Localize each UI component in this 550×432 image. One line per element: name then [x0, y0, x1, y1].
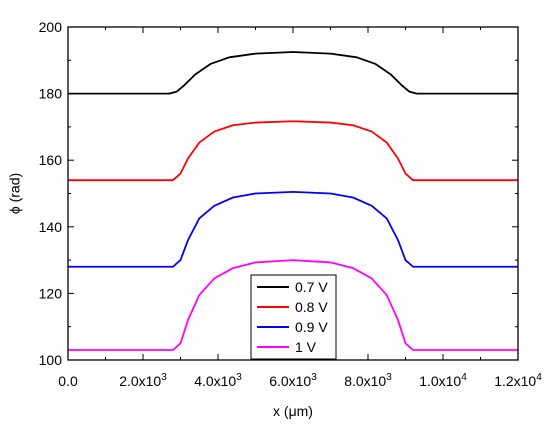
y-tick-label: 100	[39, 352, 63, 368]
x-tick-label: 0.0	[58, 373, 78, 389]
y-tick-label: 140	[39, 219, 63, 235]
y-tick-label: 160	[39, 152, 63, 168]
x-tick-label: 1.0x104	[419, 372, 467, 389]
series-line-0	[68, 51, 518, 95]
series-layer	[68, 51, 518, 351]
x-tick-label: 1.2x104	[494, 372, 542, 389]
series-line-3	[68, 259, 518, 351]
x-tick-label: 2.0x103	[119, 372, 167, 389]
legend: 0.7 V 0.8 V 0.9 V 1 V	[250, 274, 337, 360]
series-line-1	[68, 120, 518, 182]
legend-label: 0.8 V	[295, 299, 328, 315]
legend-label: 0.9 V	[295, 319, 328, 335]
series-line-2	[68, 190, 518, 268]
x-tick-label: 4.0x103	[194, 372, 242, 389]
ticks-layer: 100 120 140 160 180 200 0.0 2.0x103 4.0x103 6.0x1…	[39, 19, 543, 389]
y-tick-label: 180	[39, 86, 63, 102]
x-tick-label: 8.0x103	[344, 372, 392, 389]
y-tick-label: 120	[39, 285, 63, 301]
legend-box	[250, 274, 337, 360]
x-tick-label: 6.0x103	[269, 372, 317, 389]
y-axis-title: ϕ (rad)	[7, 173, 23, 214]
y-tick-label: 200	[39, 19, 63, 35]
legend-label: 0.7 V	[295, 279, 328, 295]
x-axis-title: x (μm)	[273, 403, 313, 419]
legend-label: 1 V	[295, 339, 317, 355]
